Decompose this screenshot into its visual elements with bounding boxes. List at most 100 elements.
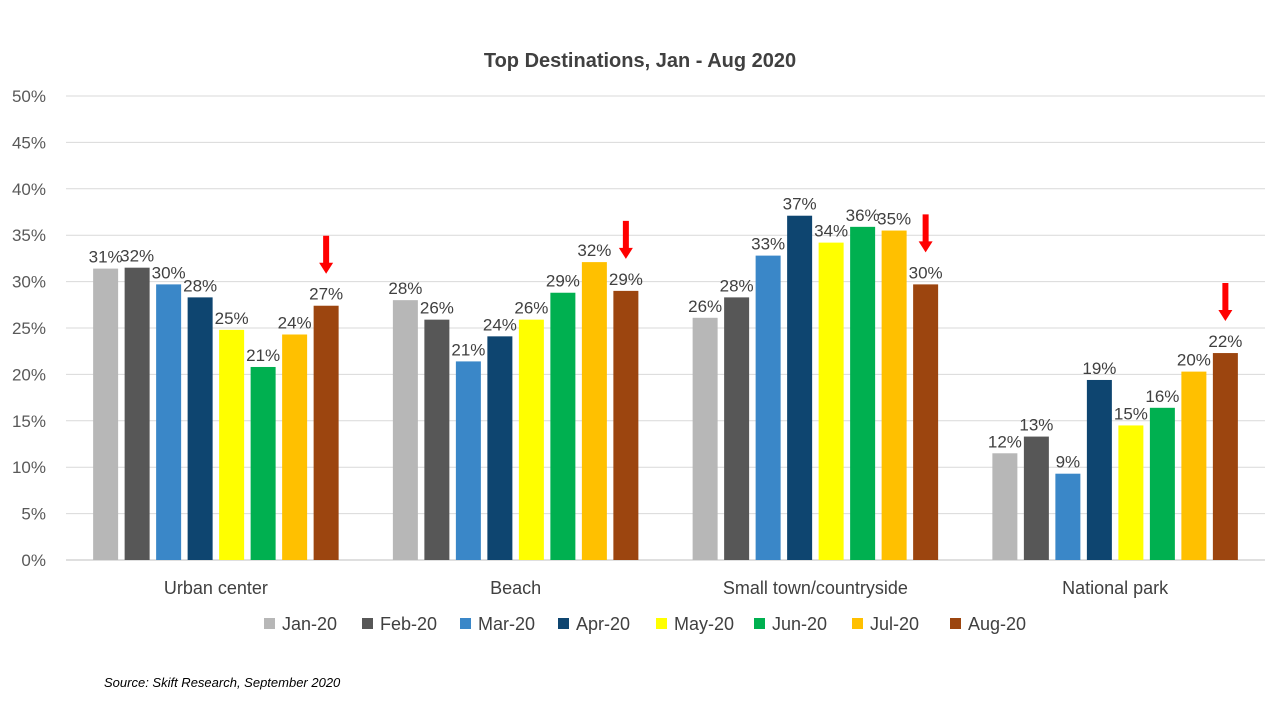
x-axis-category-labels: Urban center Beach Small town/countryside N… (164, 578, 1169, 598)
bar (1212, 353, 1238, 560)
category-label: Small town/countryside (723, 578, 908, 598)
legend-label: Aug-20 (968, 614, 1026, 634)
legend-label: Jul-20 (870, 614, 919, 634)
data-label: 21% (451, 340, 485, 359)
data-label: 20% (1177, 351, 1211, 370)
data-label: 22% (1208, 332, 1242, 351)
bar (613, 290, 639, 560)
bar (424, 319, 450, 560)
data-label: 35% (877, 210, 911, 229)
legend-label: Apr-20 (576, 614, 630, 634)
data-label: 29% (609, 270, 643, 289)
category-label: Beach (490, 578, 541, 598)
bar (692, 317, 718, 560)
bar (93, 268, 119, 560)
data-label: 32% (577, 241, 611, 260)
bar (1118, 425, 1144, 560)
annotation-arrows (319, 214, 1233, 322)
data-label: 9% (1056, 453, 1081, 472)
bar (755, 255, 781, 560)
data-label: 36% (846, 206, 880, 225)
data-label: 28% (720, 276, 754, 295)
bar (1055, 473, 1081, 560)
bar (881, 230, 907, 560)
y-tick-label: 40% (12, 180, 46, 199)
data-label: 28% (388, 279, 422, 298)
source-note: Source: Skift Research, September 2020 (104, 675, 341, 690)
bar (913, 284, 939, 560)
bar (187, 297, 213, 560)
bar (1181, 371, 1207, 560)
y-tick-label: 45% (12, 133, 46, 152)
bars (93, 215, 1238, 560)
bar (850, 226, 876, 560)
data-label: 12% (988, 432, 1022, 451)
bar (282, 334, 308, 560)
bar (518, 319, 544, 560)
y-tick-label: 10% (12, 458, 46, 477)
data-label: 34% (814, 222, 848, 241)
category-label: Urban center (164, 578, 268, 598)
data-label: 15% (1114, 404, 1148, 423)
bar (550, 292, 576, 560)
legend-swatch (950, 618, 961, 629)
data-label: 32% (120, 247, 154, 266)
data-label: 30% (909, 263, 943, 282)
bar (581, 262, 607, 560)
data-labels: 31%32%30%28%25%21%24%27% 28%26%21%24%26%2… (89, 195, 1243, 472)
bar (313, 305, 339, 560)
down-arrow-icon (618, 220, 633, 259)
data-label: 33% (751, 235, 785, 254)
legend-label: Jun-20 (772, 614, 827, 634)
data-label: 24% (278, 313, 312, 332)
data-label: 26% (514, 299, 548, 318)
legend-swatch (264, 618, 275, 629)
bar (724, 297, 750, 560)
gridlines (66, 95, 1265, 561)
y-tick-label: 5% (21, 505, 46, 524)
data-label: 26% (420, 299, 454, 318)
data-label: 27% (309, 285, 343, 304)
bar (455, 361, 481, 560)
bar (487, 336, 513, 560)
data-label: 16% (1145, 387, 1179, 406)
bar (1086, 379, 1112, 560)
data-label: 21% (246, 346, 280, 365)
legend-swatch (460, 618, 471, 629)
bar (1023, 436, 1049, 560)
bar (992, 453, 1018, 560)
category-label: National park (1062, 578, 1169, 598)
data-label: 19% (1082, 359, 1116, 378)
legend-label: Feb-20 (380, 614, 437, 634)
legend-label: Jan-20 (282, 614, 337, 634)
data-label: 26% (688, 297, 722, 316)
chart-title: Top Destinations, Jan - Aug 2020 (484, 50, 796, 72)
legend-swatch (754, 618, 765, 629)
y-tick-label: 0% (21, 551, 46, 570)
data-label: 24% (483, 315, 517, 334)
data-label: 25% (215, 309, 249, 328)
legend-swatch (362, 618, 373, 629)
bar (392, 300, 418, 560)
bar (124, 267, 150, 560)
data-label: 30% (152, 263, 186, 282)
bar (818, 242, 844, 560)
data-label: 31% (89, 248, 123, 267)
bar (156, 284, 182, 560)
legend-label: Mar-20 (478, 614, 535, 634)
down-arrow-icon (1218, 283, 1233, 322)
y-tick-label: 50% (12, 87, 46, 106)
bar (250, 366, 276, 560)
legend-label: May-20 (674, 614, 734, 634)
y-tick-label: 30% (12, 273, 46, 292)
legend-swatch (656, 618, 667, 629)
bar (787, 215, 813, 560)
down-arrow-icon (319, 235, 334, 274)
data-label: 37% (783, 195, 817, 214)
y-tick-label: 15% (12, 412, 46, 431)
y-tick-label: 20% (12, 365, 46, 384)
y-axis-tick-labels: 0% 5% 10% 15% 20% 25% 30% 35% 40% 45% 50% (12, 87, 46, 570)
bar (219, 329, 245, 560)
data-label: 29% (546, 272, 580, 291)
